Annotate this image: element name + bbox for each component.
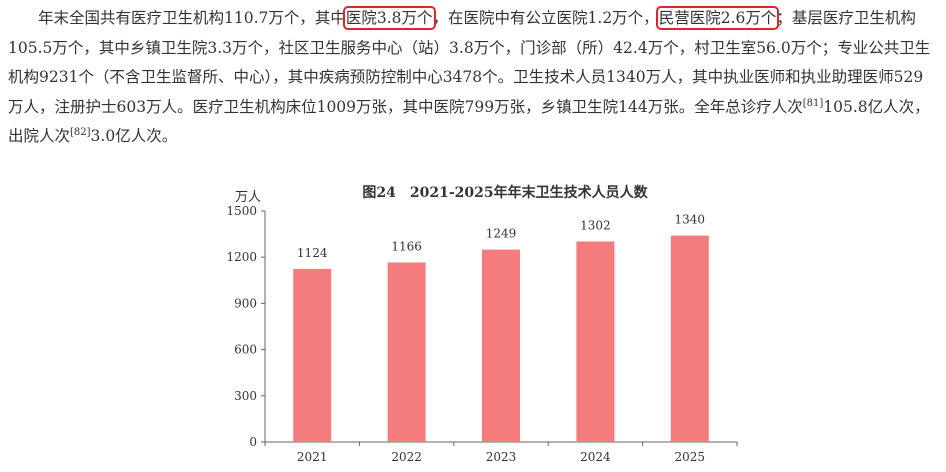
bar-2022 (387, 262, 426, 442)
x-tick-label-2023: 2023 (486, 450, 517, 464)
text-segment: ，在医院中有公立医院1.2万个， (432, 9, 659, 27)
y-tick-label: 1500 (226, 204, 257, 218)
data-label-2022: 1166 (391, 239, 422, 253)
footnote-ref-82[interactable]: [82] (70, 126, 91, 138)
y-tick-label: 300 (234, 389, 257, 403)
data-label-2023: 1249 (486, 227, 517, 241)
data-label-2024: 1302 (580, 218, 611, 232)
chart-title: 图24 2021-2025年年末卫生技术人员人数 (362, 184, 648, 201)
text-segment: 3.0亿人次。 (90, 127, 178, 145)
highlight-hospitals: 医院3.8万个 (342, 6, 436, 30)
x-tick-label-2025: 2025 (675, 450, 706, 464)
bar-2023 (482, 249, 520, 442)
bar-2021 (293, 268, 332, 442)
bar-chart: 图24 2021-2025年年末卫生技术人员人数 万人 0 300 600 900 12… (226, 184, 738, 464)
x-tick-label-2021: 2021 (297, 450, 328, 464)
highlight-private-hospitals: 民营医院2.6万个 (655, 6, 780, 30)
y-tick-label: 0 (249, 435, 257, 449)
data-label-2021: 1124 (297, 246, 328, 260)
bar-2024 (576, 241, 615, 442)
bar-2025 (670, 235, 709, 442)
footnote-ref-81[interactable]: [81] (802, 97, 824, 109)
y-tick-label: 600 (234, 343, 257, 357)
data-label-2025: 1340 (675, 213, 706, 227)
y-unit-label: 万人 (235, 190, 261, 205)
chart-figure: 图24 2021-2025年年末卫生技术人员人数 万人 0 300 600 900 12… (220, 178, 760, 468)
x-tick-label-2022: 2022 (391, 450, 422, 464)
text-segment: 年末全国共有医疗卫生机构110.7万个，其中 (38, 9, 346, 27)
y-tick-label: 1200 (226, 250, 257, 264)
body-paragraph: 年末全国共有医疗卫生机构110.7万个，其中医院3.8万个，在医院中有公立医院1… (8, 4, 938, 152)
y-tick-label: 900 (234, 296, 257, 310)
text-segment: 105.8亿人次，出院人次 (8, 97, 930, 146)
text-segment: ；基层医疗卫生机构105.5万个，其中乡镇卫生院3.3万个，社区卫生服务中心（站… (8, 9, 931, 116)
x-tick-label-2024: 2024 (580, 450, 611, 464)
